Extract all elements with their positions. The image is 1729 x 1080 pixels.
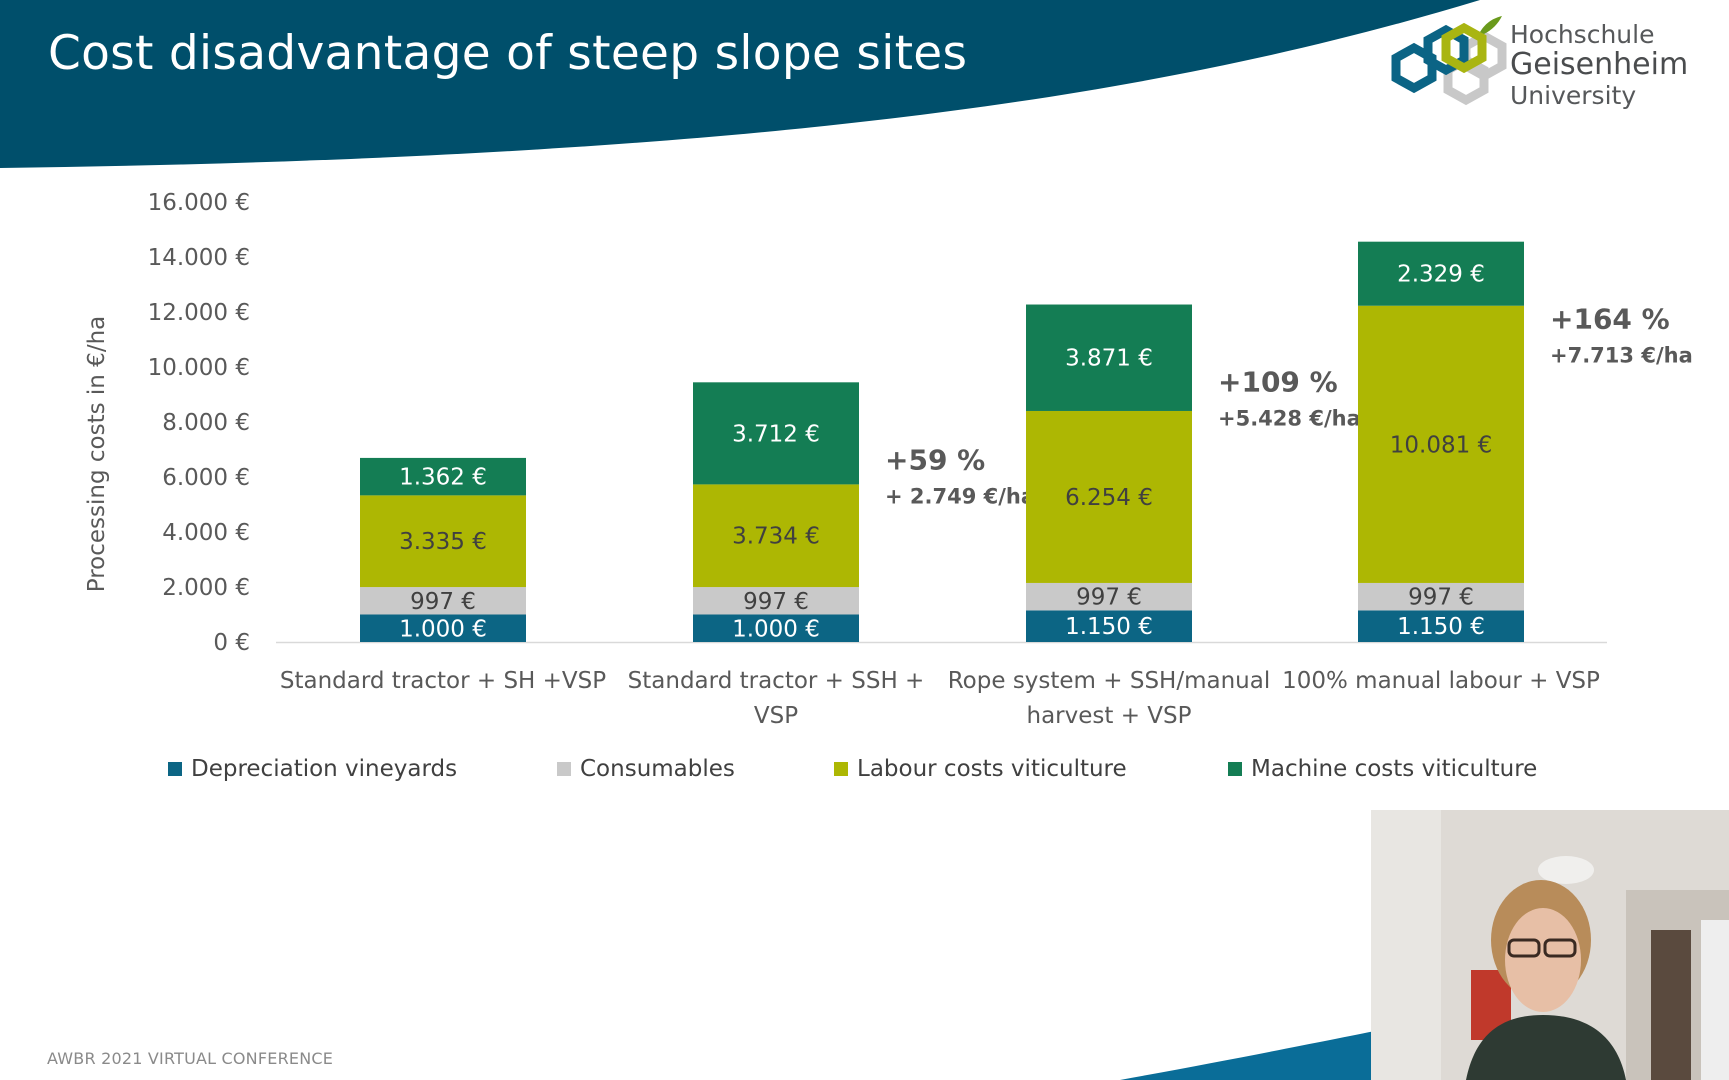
legend-item-machine: Machine costs viticulture [1228, 756, 1537, 782]
legend-label-depreciation: Depreciation vineyards [191, 756, 458, 782]
legend-label-consumables: Consumables [580, 756, 735, 782]
x-tick-label: VSP [754, 703, 798, 729]
footer-wave-shape [1120, 1030, 1380, 1080]
bar-segment [693, 382, 859, 485]
legend-swatch-consumables [557, 762, 571, 776]
data-label: 1.150 € [1397, 614, 1485, 640]
x-tick-label: Standard tractor + SH +VSP [280, 668, 606, 694]
legend-swatch-depreciation [168, 762, 182, 776]
presenter-video-icon [1371, 810, 1729, 1080]
y-tick-label: 16.000 € [148, 190, 250, 216]
data-label: 997 € [410, 589, 476, 615]
bar-segment [1358, 241, 1524, 306]
legend-item-depreciation: Depreciation vineyards [168, 756, 457, 782]
header-band [0, 0, 1480, 168]
data-label: 10.081 € [1390, 432, 1492, 458]
data-label: 3.734 € [732, 524, 820, 550]
data-label: 3.712 € [732, 421, 820, 447]
bar-segment [693, 614, 859, 642]
data-label: 3.335 € [399, 529, 487, 555]
bar-segment [1026, 610, 1192, 642]
bar-segment [1026, 304, 1192, 411]
data-label: 997 € [1408, 585, 1474, 611]
data-label: 1.362 € [399, 465, 487, 491]
x-tick-label: harvest + VSP [1027, 703, 1192, 729]
y-tick-label: 2.000 € [162, 575, 250, 601]
footer-wave [1120, 1030, 1380, 1080]
data-label: 2.329 € [1397, 262, 1485, 288]
footer-text: AWBR 2021 VIRTUAL CONFERENCE [47, 1049, 334, 1068]
y-tick-label: 12.000 € [148, 300, 250, 326]
legend-item-labour: Labour costs viticulture [834, 756, 1127, 782]
y-tick-label: 4.000 € [162, 520, 250, 546]
increase-percent-label: +164 % [1550, 303, 1670, 336]
y-tick-label: 14.000 € [148, 245, 250, 271]
chart-legend: Depreciation vineyards Consumables Labou… [168, 756, 1568, 790]
y-tick-label: 6.000 € [162, 465, 250, 491]
legend-label-machine: Machine costs viticulture [1251, 756, 1538, 782]
logo-text: Hochschule Geisenheim University [1510, 22, 1688, 108]
increase-percent-label: +59 % [885, 443, 985, 476]
bar-segment [693, 484, 859, 588]
data-label: 1.000 € [399, 616, 487, 642]
logo-line-1: Hochschule [1510, 20, 1655, 49]
legend-swatch-labour [834, 762, 848, 776]
data-label: 1.000 € [732, 616, 820, 642]
bar-segment [360, 587, 526, 615]
bar-segment [360, 495, 526, 588]
data-label: 3.871 € [1065, 346, 1153, 372]
y-tick-label: 10.000 € [148, 355, 250, 381]
university-logo: Hochschule Geisenheim University [1384, 10, 1714, 120]
x-tick-label: 100% manual labour + VSP [1282, 668, 1600, 694]
y-tick-label: 8.000 € [162, 410, 250, 436]
data-label: 997 € [1076, 585, 1142, 611]
legend-label-labour: Labour costs viticulture [857, 756, 1127, 782]
data-label: 997 € [743, 589, 809, 615]
page-title: Cost disadvantage of steep slope sites [48, 26, 968, 81]
presenter-webcam [1371, 810, 1729, 1080]
bar-segment [693, 587, 859, 615]
logo-line-3: University [1510, 81, 1637, 110]
y-axis-label: Processing costs in €/ha [84, 316, 110, 592]
header-band-shape [0, 0, 1480, 168]
bar-segment [1026, 410, 1192, 583]
bar-segment [1358, 305, 1524, 583]
increase-percent-label: +109 % [1218, 366, 1338, 399]
increase-absolute-label: + 2.749 €/ha [885, 484, 1035, 508]
legend-swatch-machine [1228, 762, 1242, 776]
data-label: 6.254 € [1065, 485, 1153, 511]
data-label: 1.150 € [1065, 614, 1153, 640]
increase-absolute-label: +5.428 €/ha [1218, 407, 1361, 431]
bar-segment [360, 614, 526, 642]
x-tick-label: Rope system + SSH/manual [948, 668, 1271, 694]
bar-segment [1358, 610, 1524, 642]
bar-segment [1358, 582, 1524, 611]
legend-item-consumables: Consumables [557, 756, 735, 782]
bar-segment [1026, 582, 1192, 611]
x-tick-label: Standard tractor + SSH + [628, 668, 925, 694]
hexagon-logo-icon [1391, 16, 1507, 106]
y-tick-label: 0 € [213, 630, 250, 656]
increase-absolute-label: +7.713 €/ha [1550, 344, 1693, 368]
logo-line-2: Geisenheim [1510, 47, 1689, 82]
bar-segment [360, 457, 526, 496]
